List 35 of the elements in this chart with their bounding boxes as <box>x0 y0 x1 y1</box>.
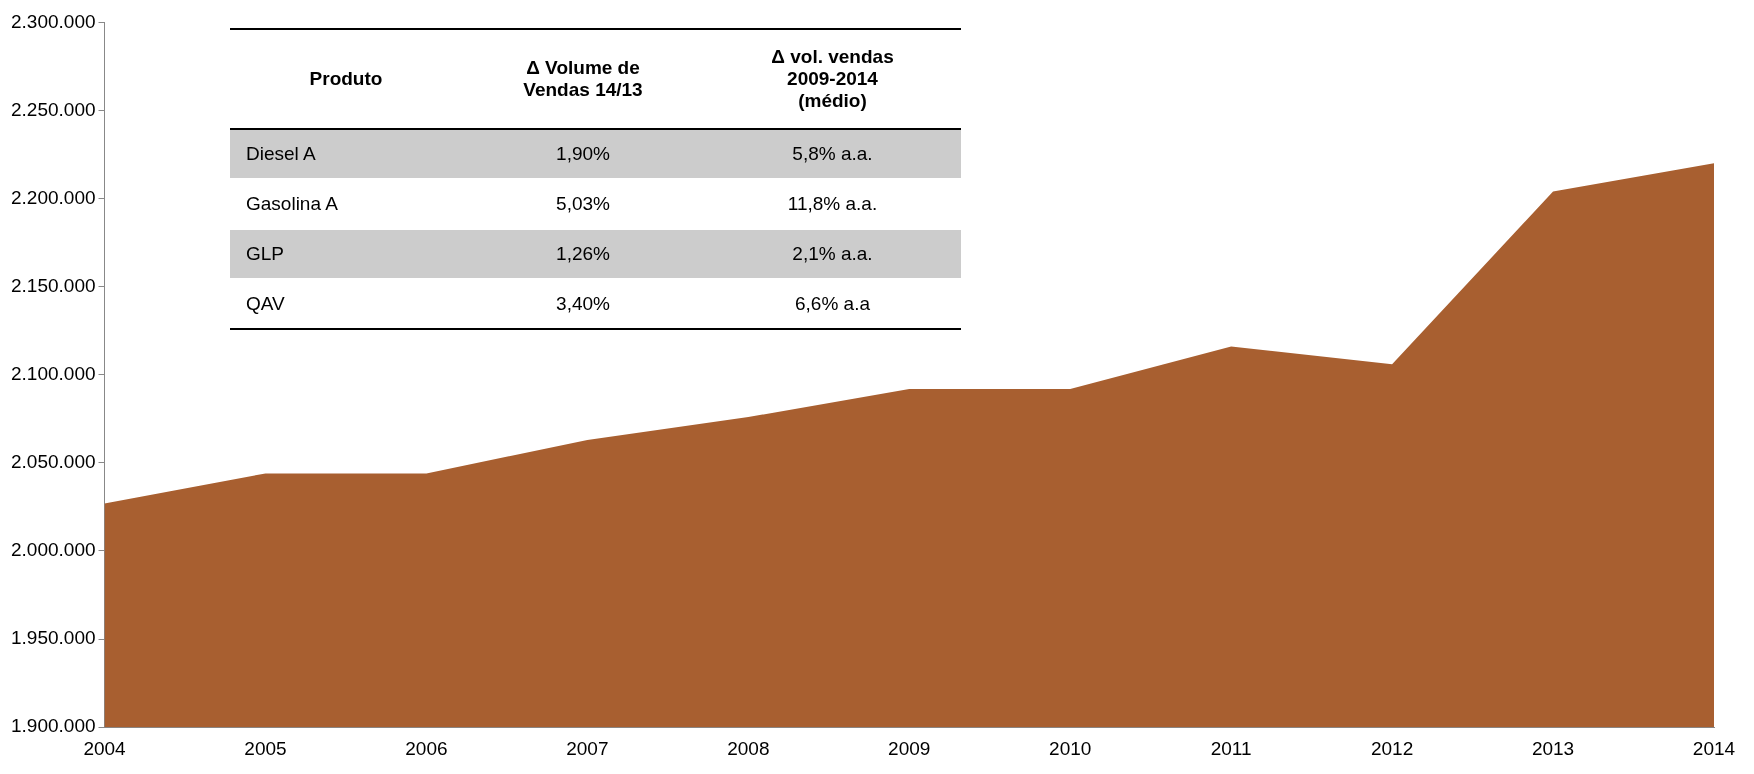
x-tick-label: 2010 <box>1049 737 1092 759</box>
x-tick-label: 2006 <box>405 737 448 759</box>
x-tick-label: 2008 <box>727 737 770 759</box>
annotation: 1,90% <box>556 143 610 165</box>
x-tick-label: 2013 <box>1531 737 1575 759</box>
x-tick-label: 2012 <box>1370 737 1414 759</box>
x-tick-label: 2014 <box>1692 737 1736 759</box>
annotation: 6,6% a.a <box>795 293 870 315</box>
annotation: GLP <box>246 243 285 265</box>
annotation: 5,03% <box>556 193 610 215</box>
y-tick-label: 1.900.000 <box>10 715 96 737</box>
y-tick-label: 1.950.000 <box>10 627 96 649</box>
x-tick-label: 2007 <box>566 737 609 759</box>
annotation: 1,26% <box>556 243 610 265</box>
annotation: 2,1% a.a. <box>792 243 873 265</box>
x-tick-label: 2011 <box>1210 737 1252 759</box>
annotation: Δ vol. vendas 2009-2014 (médio) <box>770 46 895 112</box>
annotation: Δ Volume de Vendas 14/13 <box>522 57 644 101</box>
annotation: 11,8% a.a. <box>787 193 878 215</box>
y-tick-label: 2.050.000 <box>10 451 96 473</box>
annotation: QAV <box>246 293 285 315</box>
y-tick-label: 2.100.000 <box>10 363 96 385</box>
y-tick-label: 2.200.000 <box>10 186 96 208</box>
annotation: Produto <box>309 68 383 90</box>
x-tick-label: 2009 <box>888 737 931 759</box>
annotation: 3,40% <box>556 293 610 315</box>
annotation: Gasolina A <box>246 193 338 215</box>
y-tick-label: 2.150.000 <box>10 274 96 296</box>
x-tick-label: 2004 <box>83 737 127 759</box>
y-tick-label: 2.250.000 <box>10 98 96 120</box>
y-tick-label: 2.000.000 <box>10 539 96 561</box>
annotation: 5,8% a.a. <box>792 143 873 165</box>
annotation: Diesel A <box>246 143 316 165</box>
x-tick-label: 2005 <box>244 737 287 759</box>
y-tick-label: 2.300.000 <box>10 10 96 32</box>
